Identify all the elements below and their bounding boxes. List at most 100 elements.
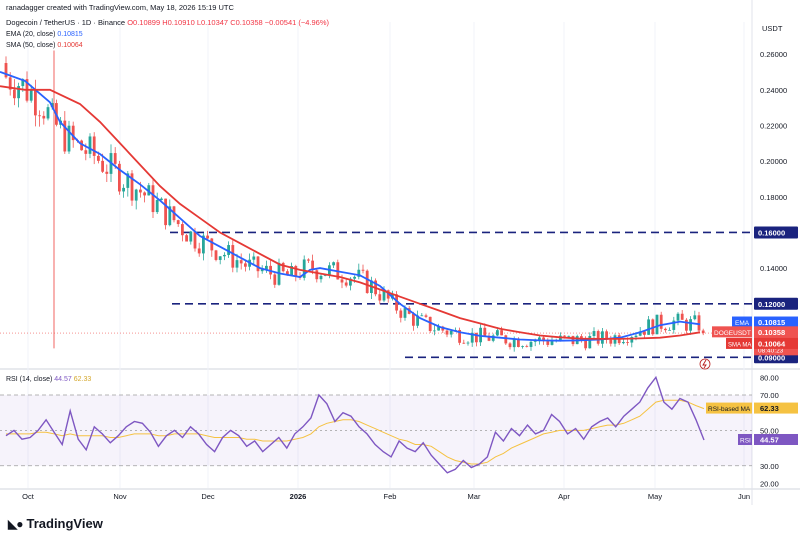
price-tick-label: 0.14000 [760,264,787,273]
candle-body [479,327,482,343]
time-tick-label: Mar [468,492,481,501]
candle-body [592,331,596,337]
tradingview-logo[interactable]: ◣● TradingView [8,516,103,531]
sma-line [0,85,701,340]
candle-body [420,315,424,317]
level-badge-label: 0.12000 [758,300,785,309]
candle-body [626,342,629,343]
rsi-line [5,375,705,474]
price-value-label: 0.10358 [758,328,785,337]
ema-legend[interactable]: EMA (20, close) 0.10815 [6,31,83,38]
candle-body [399,310,403,318]
candlesticks [4,50,705,352]
candle-body [88,136,92,154]
candle-body [693,315,697,320]
candle-body [332,262,335,266]
candle-body [118,163,121,192]
candle-body [155,200,159,213]
candle-body [458,329,461,343]
candle-body [630,337,634,343]
candle-body [260,269,264,272]
candle-body [34,90,37,116]
rsi-legend[interactable]: RSI (14, close) 44.57 62.33 [6,376,91,383]
candle-body [500,330,503,336]
candle-body [4,63,8,78]
candle-body [676,313,680,321]
candle-body [294,266,298,278]
price-tick-label: 0.20000 [760,157,787,166]
candle-body [80,140,83,151]
candle-body [105,171,109,174]
candle-body [605,331,608,340]
candle-body [403,308,407,318]
candle-body [97,155,100,161]
rsi-tag-label: RSI [740,437,751,444]
candle-body [193,231,197,249]
candle-body [231,245,235,268]
candle-body [655,314,659,335]
candle-body [647,319,650,335]
candle-body [143,192,146,196]
candle-body [685,319,688,331]
time-tick-label: Nov [113,492,127,501]
candle-body [344,282,348,286]
time-axis[interactable]: Oct Nov Dec 2026 Feb Mar Apr May Jun [22,492,750,501]
sma-legend-value: 0.10064 [57,42,83,49]
horizontal-levels [0,231,752,359]
candle-body [311,260,314,271]
candle-body [197,248,201,254]
candle-body [475,332,478,343]
time-tick-label: 2026 [290,492,307,501]
candle-body [550,341,554,345]
candle-body [470,332,474,343]
candle-body [466,342,470,344]
candle-body [21,79,25,87]
candle-body [256,256,260,272]
ema-line [0,71,701,342]
candle-body [601,331,604,344]
ema-legend-label: EMA (20, close) [6,31,56,38]
price-tick-label: 0.26000 [760,50,787,59]
candle-body [689,319,692,331]
ema-value-label: 0.10815 [758,318,785,327]
time-tick-label: Jun [738,492,750,501]
candle-body [512,338,516,348]
candle-body [101,160,104,172]
candle-body [319,275,323,280]
candle-body [542,337,545,342]
ema-tag [732,316,752,328]
price-axis[interactable]: USDT 0.26000 0.24000 0.22000 0.20000 0.18000 0… [760,24,787,488]
candle-body [634,335,638,338]
sma-legend[interactable]: SMA (50, close) 0.10064 [6,42,83,49]
candle-body [664,328,667,331]
candle-body [265,265,268,270]
candle-body [382,290,386,301]
candle-body [189,231,193,242]
candle-body [235,260,239,268]
rsi-tick-label: 50.00 [760,426,779,435]
candle-body [13,89,16,99]
candle-body [353,276,356,279]
price-tag-label: DOGEUSDT [714,330,751,337]
candle-body [433,330,436,332]
candle-body [596,331,600,344]
candle-body [17,86,20,99]
moving-averages [0,71,701,342]
candle-body [210,238,214,251]
candle-body [378,294,382,301]
candle-body [84,150,88,154]
countdown-label: 08:40:23 [758,347,784,354]
level-badge [754,226,798,239]
rsi-ma-legend-value: 62.33 [73,376,92,383]
time-tick-label: Dec [201,492,215,501]
symbol-line[interactable]: Dogecoin / TetherUS · 1D · Binance O0.10… [6,18,329,27]
candle-body [449,330,453,335]
candle-body [504,335,508,344]
candle-body [428,316,432,332]
level-badge [754,297,798,310]
created-label: ranadagger created with TradingView.com,… [6,3,234,12]
candle-body [227,245,230,255]
level-badge-label: 0.16000 [758,228,785,237]
time-tick-label: Apr [558,492,570,501]
candle-body [525,346,529,348]
